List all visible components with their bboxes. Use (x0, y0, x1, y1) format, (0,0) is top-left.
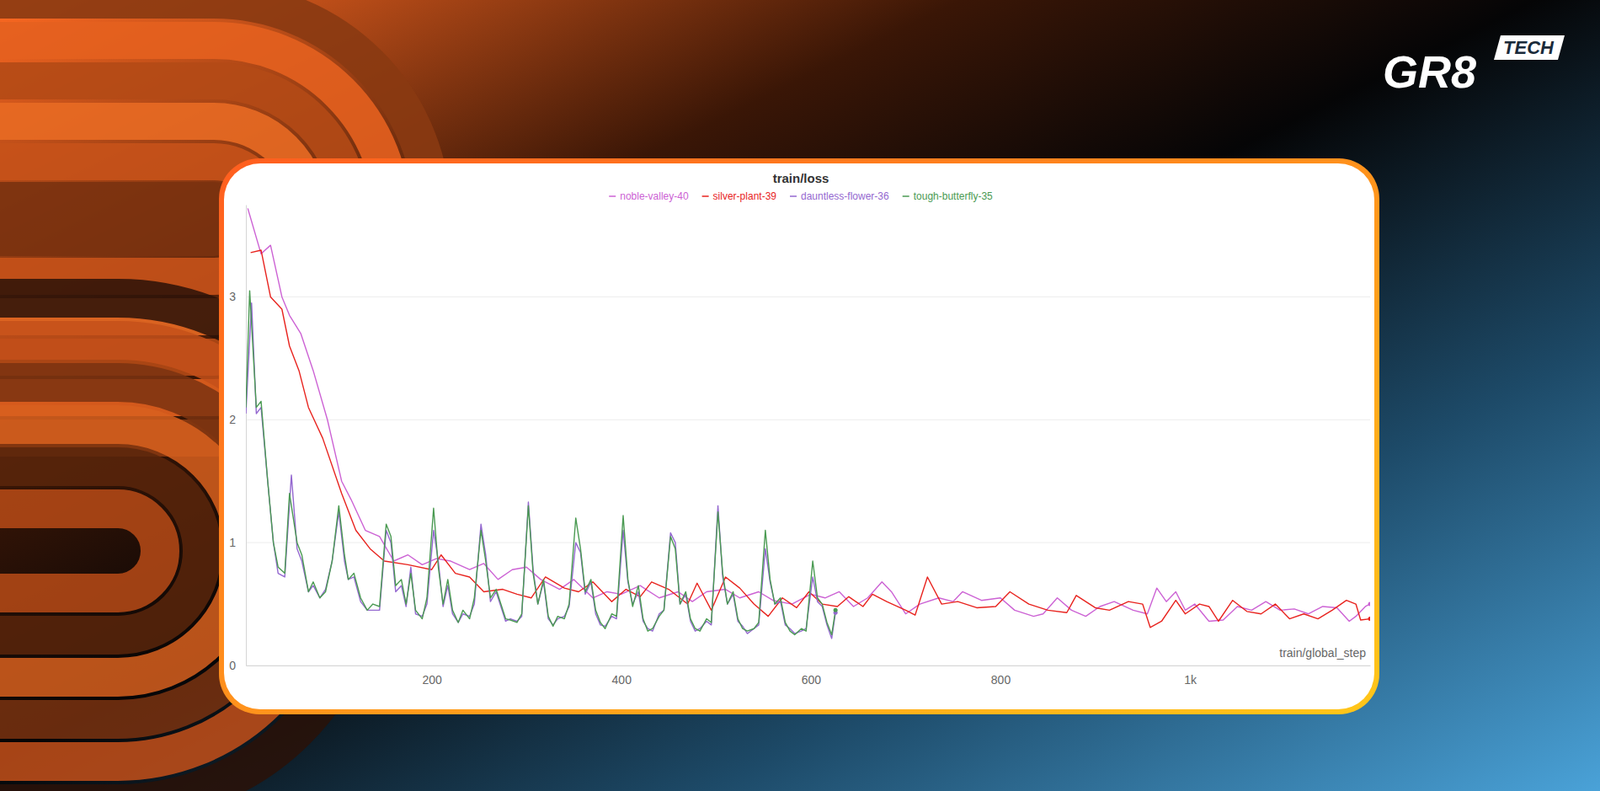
tick: 1k (1184, 665, 1198, 687)
legend-item: noble-valley-40 (608, 190, 689, 203)
grid-line (245, 419, 1371, 421)
legend-item: silver-plant-39 (702, 190, 778, 203)
grid-line (245, 296, 1371, 298)
tick: 1 (229, 535, 246, 550)
series-line (250, 250, 1371, 628)
decor-ring (0, 424, 245, 678)
series-line (247, 208, 1371, 621)
tick-label: 3 (229, 289, 236, 304)
legend-swatch (702, 195, 710, 198)
legend: noble-valley-40 silver-plant-39 dauntless-… (608, 190, 993, 203)
x-axis-title: train/global_step (1279, 645, 1366, 660)
legend-swatch (789, 195, 797, 198)
legend-label: silver-plant-39 (713, 190, 778, 203)
decor-ring (0, 200, 233, 238)
tick-label: 0 (229, 658, 236, 672)
logo-badge-text: TECH (1503, 37, 1555, 59)
tick-label: 800 (991, 672, 1012, 687)
tick: 800 (991, 665, 1012, 687)
tick: 600 (801, 665, 822, 687)
card-border (218, 158, 1380, 715)
tick: 2 (229, 412, 246, 427)
chart: train/loss 200 400 600 800 1k 0 1 2 3 train/global… (229, 170, 1372, 687)
y-axis: 0 1 2 3 (229, 205, 246, 672)
page: GR8TECHtrain/loss2004006008001k0123train… (0, 0, 1600, 791)
plot-area (245, 208, 1371, 639)
title: train/loss (773, 170, 830, 186)
x-axis: 200 400 600 800 1k (246, 665, 1371, 687)
end-marker (1368, 616, 1371, 621)
series-line (245, 303, 836, 639)
legend-label: tough-butterfly-35 (913, 190, 993, 203)
legend-item: tough-butterfly-35 (902, 190, 993, 203)
series-line (245, 290, 836, 635)
tick: 400 (612, 665, 633, 687)
tick-label: 600 (801, 672, 822, 687)
logo-text: GR8 (1382, 46, 1477, 97)
tick-label: 1k (1184, 672, 1198, 687)
legend-label: noble-valley-40 (619, 190, 689, 203)
decor-ring (0, 508, 160, 593)
axis-line (246, 665, 1371, 667)
legend-swatch (902, 195, 910, 198)
grid-line (245, 665, 1371, 667)
end-marker (1368, 602, 1371, 607)
legend-label: dauntless-flower-36 (800, 190, 890, 203)
logo: GR8 TECH (1382, 35, 1565, 97)
end-marker (833, 608, 838, 613)
tick: 200 (421, 665, 443, 687)
grid-line (245, 542, 1371, 544)
tick: 0 (229, 658, 246, 672)
tick-label: 2 (229, 412, 236, 427)
logo-badge (1493, 35, 1565, 60)
legend-swatch (608, 195, 616, 198)
legend-item: dauntless-flower-36 (789, 190, 890, 203)
tick-label: 400 (612, 672, 633, 687)
tick-label: 1 (229, 535, 236, 550)
decor-ring (0, 466, 203, 635)
tick-label: 200 (421, 672, 443, 687)
axis-line (245, 205, 247, 667)
tick: 3 (229, 289, 246, 304)
card (224, 163, 1375, 710)
